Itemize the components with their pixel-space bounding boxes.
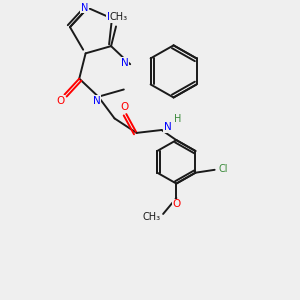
Text: O: O (121, 102, 129, 112)
Text: N: N (93, 96, 101, 106)
Text: N: N (121, 58, 129, 68)
Text: N: N (164, 122, 171, 132)
Text: H: H (174, 114, 182, 124)
Text: Cl: Cl (219, 164, 228, 174)
Text: CH₃: CH₃ (110, 12, 128, 22)
Text: O: O (172, 200, 181, 209)
Text: N: N (107, 12, 114, 22)
Text: CH₃: CH₃ (143, 212, 161, 222)
Text: O: O (56, 96, 64, 106)
Text: N: N (81, 3, 88, 13)
